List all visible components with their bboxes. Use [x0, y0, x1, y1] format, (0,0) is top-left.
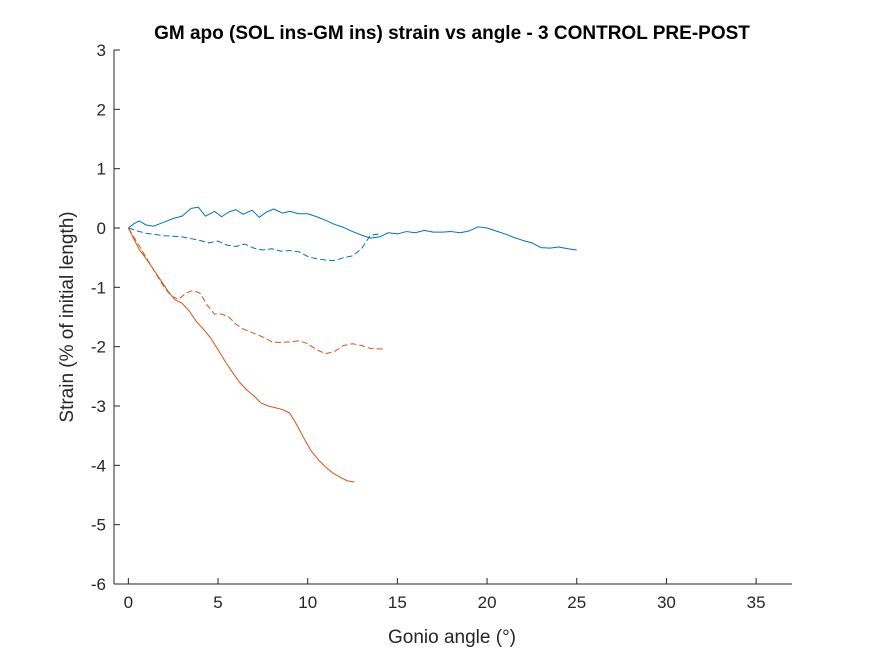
x-tick-label: 5	[213, 593, 222, 612]
x-axis-label: Gonio angle (°)	[388, 627, 516, 648]
x-ticks: 0 5 10 15 20 25 30 35	[124, 578, 766, 612]
y-tick-label: -6	[91, 575, 106, 594]
x-tick-label: 15	[388, 593, 407, 612]
axes	[113, 50, 792, 585]
x-tick-label: 30	[657, 593, 676, 612]
y-tick-label: -1	[91, 278, 106, 297]
series-line-3	[127, 227, 355, 483]
y-tick-label: -5	[91, 516, 106, 535]
y-tick-label: -4	[91, 456, 106, 475]
y-tick-label: 2	[97, 100, 106, 119]
series-line-1	[128, 206, 577, 251]
x-tick-label: 35	[747, 593, 766, 612]
y-tick-label: -2	[91, 338, 106, 357]
y-tick-label: -3	[91, 397, 106, 416]
series-line-4	[127, 227, 384, 355]
y-tick-label: 0	[97, 219, 106, 238]
y-axis-label: Strain (% of initial length)	[57, 211, 78, 422]
x-tick-label: 0	[124, 593, 133, 612]
x-tick-label: 10	[298, 593, 317, 612]
y-tick-label: 3	[97, 41, 106, 60]
x-tick-label: 25	[567, 593, 586, 612]
y-ticks: 3 2 1 0 -1 -2 -3 -4 -5 -6	[91, 41, 120, 594]
x-tick-label: 20	[478, 593, 497, 612]
y-tick-label: 1	[97, 160, 106, 179]
chart-title: GM apo (SOL ins-GM ins) strain vs angle …	[154, 23, 750, 44]
series-line-2	[128, 227, 380, 262]
plot-series	[127, 206, 577, 483]
